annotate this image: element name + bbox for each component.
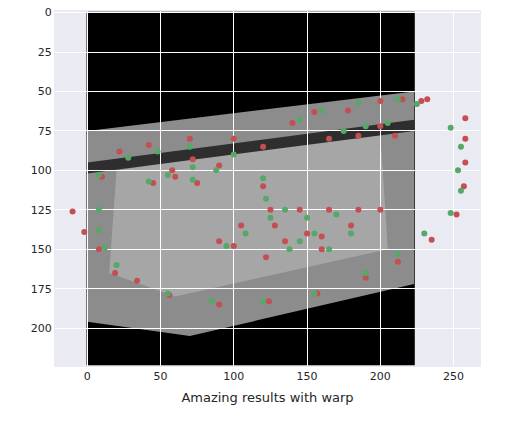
svg-text:0: 0 [84, 370, 91, 383]
svg-text:200: 200 [31, 322, 52, 335]
svg-text:200: 200 [370, 370, 391, 383]
svg-text:50: 50 [38, 85, 52, 98]
svg-text:100: 100 [223, 370, 244, 383]
svg-text:25: 25 [38, 46, 52, 59]
svg-text:75: 75 [38, 125, 52, 138]
svg-text:100: 100 [31, 164, 52, 177]
svg-text:125: 125 [31, 204, 52, 217]
svg-text:150: 150 [297, 370, 318, 383]
svg-text:150: 150 [31, 243, 52, 256]
svg-text:50: 50 [154, 370, 168, 383]
svg-text:0: 0 [45, 6, 52, 19]
svg-text:Amazing results with warp: Amazing results with warp [181, 390, 353, 405]
svg-text:175: 175 [31, 283, 52, 296]
svg-text:250: 250 [443, 370, 464, 383]
